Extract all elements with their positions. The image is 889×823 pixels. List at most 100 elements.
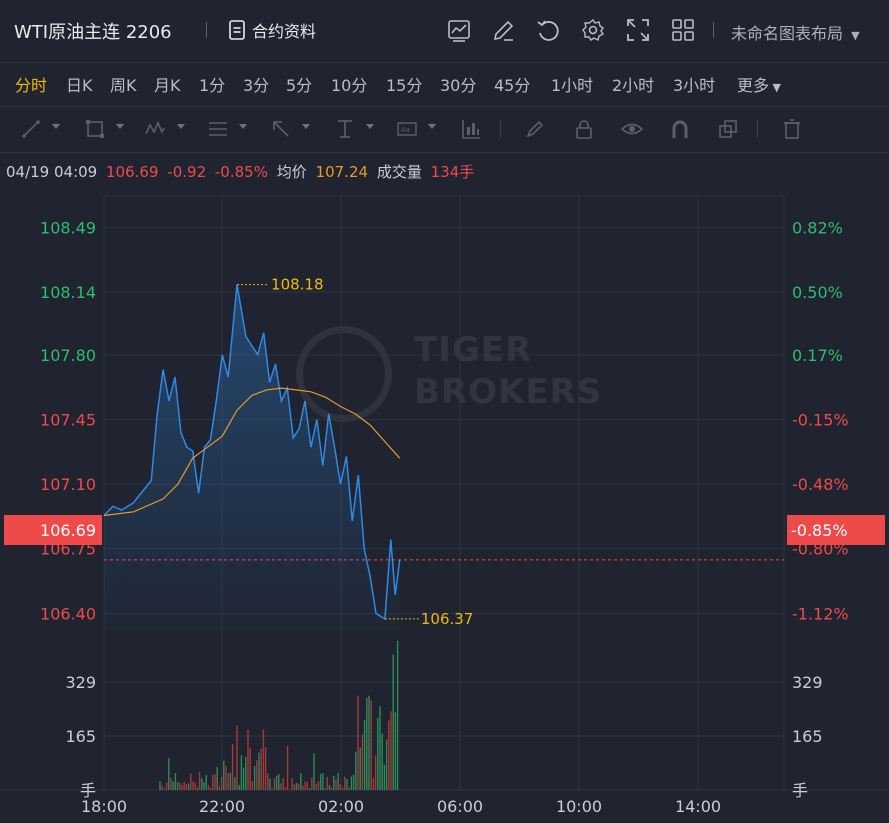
arrow-tool-icon[interactable] xyxy=(270,118,292,140)
current-price-tag: 106.69 xyxy=(4,515,102,545)
svg-text:Aa: Aa xyxy=(401,126,410,134)
grid-icon xyxy=(672,19,694,41)
period-tab[interactable]: 10分 xyxy=(331,76,368,95)
document-icon xyxy=(228,20,246,40)
divider xyxy=(206,22,207,38)
period-tab[interactable]: 分时 xyxy=(15,76,48,95)
layout-selector[interactable]: 未命名图表布局 ▼ xyxy=(731,20,860,44)
period-tab[interactable]: 月K xyxy=(154,76,181,95)
fullscreen-button[interactable] xyxy=(624,16,652,44)
volume-label: 成交量 xyxy=(376,163,422,181)
watermark-line1: TIGER xyxy=(414,330,533,370)
y-axis-label-right: -0.15% xyxy=(792,410,849,429)
x-axis-tick-label: 06:00 xyxy=(437,797,483,816)
price-area xyxy=(104,284,400,630)
chart-indicator-icon xyxy=(448,20,470,42)
y-axis-label-right: 0.17% xyxy=(792,346,843,365)
caret-down-icon xyxy=(239,124,247,129)
divider xyxy=(500,120,501,138)
caret-down-icon xyxy=(52,124,60,129)
indicator-button[interactable] xyxy=(445,16,473,44)
settings-button[interactable] xyxy=(579,16,607,44)
y-axis-label-left: 108.49 xyxy=(40,218,96,237)
caret-down-icon xyxy=(177,124,185,129)
undo-button[interactable] xyxy=(534,16,562,44)
quote-info-line: 04/19 04:09 106.69 -0.92 -0.85% 均价 107.2… xyxy=(6,161,478,182)
period-tab[interactable]: 1小时 xyxy=(551,76,594,95)
layout-grid-button[interactable] xyxy=(669,16,697,44)
draw-button[interactable] xyxy=(490,16,518,44)
price-change: -0.92 xyxy=(167,163,207,181)
period-bar: 分时 日K 周K 月K 1分 3分 5分 10分 15分 30分 45分 1小时 2小时 3小时 更多 ▼ xyxy=(0,62,889,107)
datetime: 04/19 04:09 xyxy=(6,163,98,181)
y-axis-label-right: -0.48% xyxy=(792,475,849,494)
x-axis-tick-label: 18:00 xyxy=(81,797,127,816)
rectangle-tool-icon[interactable] xyxy=(84,118,106,140)
period-tab[interactable]: 15分 xyxy=(386,76,423,95)
caret-down-icon xyxy=(302,124,310,129)
last-price: 106.69 xyxy=(106,163,159,181)
edit-icon xyxy=(493,20,514,41)
volume-axis-label-left: 手 xyxy=(80,781,96,800)
magnet-icon[interactable] xyxy=(669,118,691,140)
brush-icon[interactable] xyxy=(524,118,546,140)
y-axis-label-left: 107.45 xyxy=(40,410,96,429)
undo-icon xyxy=(537,20,559,41)
y-axis-label-left: 107.10 xyxy=(40,475,96,494)
copy-icon[interactable] xyxy=(717,118,739,140)
divider xyxy=(713,22,714,38)
average-price-line xyxy=(103,387,401,517)
caret-down-icon xyxy=(428,124,436,129)
measure-tool-icon[interactable] xyxy=(334,118,356,140)
period-tab[interactable]: 周K xyxy=(110,76,137,95)
period-tab[interactable]: 3小时 xyxy=(673,76,716,95)
period-tab[interactable]: 45分 xyxy=(494,76,531,95)
trash-icon[interactable] xyxy=(781,118,803,140)
current-pct-tag: -0.85% xyxy=(787,515,885,545)
y-axis-label-left: 107.80 xyxy=(40,346,96,365)
tiger-logo-watermark xyxy=(296,326,392,422)
top-toolbar: WTI原油主连 2206 合约资料 未命名图表布局 ▼ xyxy=(0,0,889,63)
fullscreen-icon xyxy=(627,19,649,41)
volume-axis-label-left: 329 xyxy=(65,673,96,692)
drawing-toolbar: Aa xyxy=(0,106,889,153)
text-tool-icon[interactable]: Aa xyxy=(396,118,418,140)
contract-info-button[interactable]: 合约资料 xyxy=(228,16,316,44)
period-tab[interactable]: 日K xyxy=(66,76,93,95)
period-tab[interactable]: 更多 ▼ xyxy=(737,76,781,95)
layout-name-label: 未命名图表布局 xyxy=(731,24,844,43)
watermark-line2: BROKERS xyxy=(414,372,603,412)
bar-pattern-icon[interactable] xyxy=(460,118,482,140)
caret-down-icon: ▼ xyxy=(851,29,860,42)
symbol-title[interactable]: WTI原油主连 2206 xyxy=(14,22,172,43)
period-tab[interactable]: 30分 xyxy=(440,76,477,95)
volume-value: 134手 xyxy=(430,163,475,181)
y-axis-label-right: 0.82% xyxy=(792,218,843,237)
lock-icon[interactable] xyxy=(573,118,595,140)
x-axis-tick-label: 10:00 xyxy=(556,797,602,816)
volume-axis-label-right: 165 xyxy=(792,727,823,746)
y-axis-label-right: -1.12% xyxy=(792,604,849,623)
period-tab[interactable]: 3分 xyxy=(243,76,270,95)
divider xyxy=(757,120,758,138)
contract-info-label: 合约资料 xyxy=(252,22,317,41)
volume-axis-label-right: 手 xyxy=(792,781,808,800)
period-tab[interactable]: 1分 xyxy=(199,76,226,95)
avg-label: 均价 xyxy=(276,163,307,181)
pattern-tool-icon[interactable] xyxy=(144,118,166,140)
gear-icon xyxy=(582,18,605,42)
period-tab[interactable]: 2小时 xyxy=(612,76,655,95)
trend-line-icon[interactable] xyxy=(20,118,42,140)
caret-down-icon xyxy=(366,124,374,129)
period-tab[interactable]: 5分 xyxy=(286,76,313,95)
eye-icon[interactable] xyxy=(621,118,643,140)
volume-axis-label-right: 329 xyxy=(792,673,823,692)
fibonacci-tool-icon[interactable] xyxy=(207,118,229,140)
low-label: 106.37 xyxy=(421,610,474,628)
avg-value: 107.24 xyxy=(315,163,369,181)
volume-axis-label-left: 165 xyxy=(65,727,96,746)
price-change-pct: -0.85% xyxy=(214,163,268,181)
x-axis-tick-label: 14:00 xyxy=(675,797,721,816)
y-axis-label-left: 106.40 xyxy=(40,604,96,623)
